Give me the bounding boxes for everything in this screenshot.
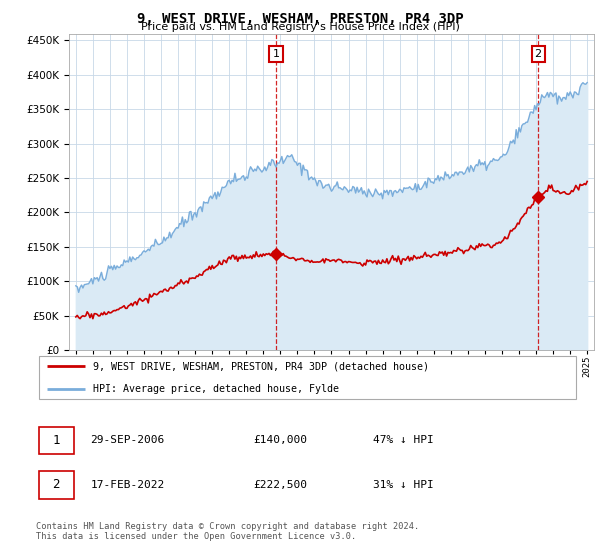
Text: Price paid vs. HM Land Registry's House Price Index (HPI): Price paid vs. HM Land Registry's House … (140, 22, 460, 32)
Text: £222,500: £222,500 (253, 480, 307, 490)
Text: 2: 2 (52, 478, 60, 492)
Text: 9, WEST DRIVE, WESHAM, PRESTON, PR4 3DP: 9, WEST DRIVE, WESHAM, PRESTON, PR4 3DP (137, 12, 463, 26)
FancyBboxPatch shape (39, 356, 576, 399)
Text: 1: 1 (272, 49, 280, 59)
Text: 47% ↓ HPI: 47% ↓ HPI (373, 435, 433, 445)
Text: 31% ↓ HPI: 31% ↓ HPI (373, 480, 433, 490)
Text: £140,000: £140,000 (253, 435, 307, 445)
Text: 1: 1 (52, 433, 60, 447)
Text: Contains HM Land Registry data © Crown copyright and database right 2024.
This d: Contains HM Land Registry data © Crown c… (36, 522, 419, 542)
Text: 17-FEB-2022: 17-FEB-2022 (91, 480, 164, 490)
FancyBboxPatch shape (39, 472, 74, 498)
Text: 2: 2 (535, 49, 542, 59)
Text: HPI: Average price, detached house, Fylde: HPI: Average price, detached house, Fyld… (93, 384, 339, 394)
FancyBboxPatch shape (39, 427, 74, 454)
Text: 29-SEP-2006: 29-SEP-2006 (91, 435, 164, 445)
Text: 9, WEST DRIVE, WESHAM, PRESTON, PR4 3DP (detached house): 9, WEST DRIVE, WESHAM, PRESTON, PR4 3DP … (93, 361, 429, 371)
